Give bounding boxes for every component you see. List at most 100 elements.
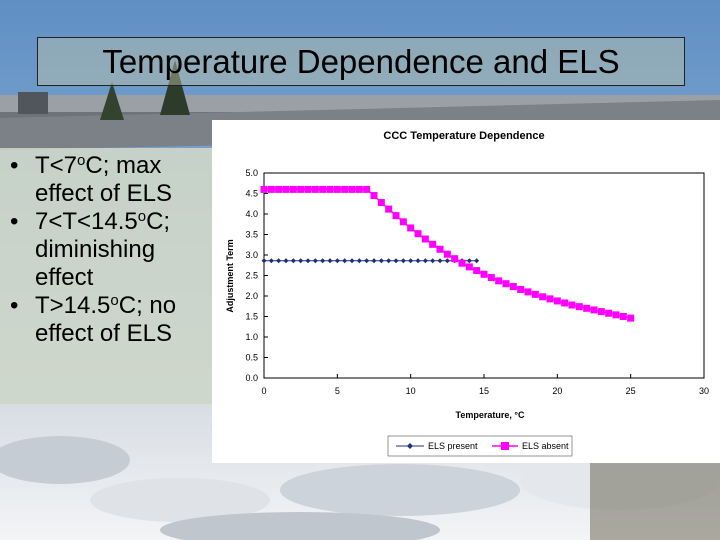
data-point [422, 258, 428, 264]
data-point [487, 274, 495, 282]
data-point [539, 293, 547, 301]
series-layer [260, 185, 635, 322]
temperature-chart: CCC Temperature Dependence 0.0 0.5 1.0 1.5 2… [225, 130, 709, 457]
data-point [356, 258, 362, 264]
legend-label: ELS absent [522, 441, 569, 451]
data-point [400, 258, 406, 264]
data-point [437, 258, 443, 264]
data-point [385, 205, 393, 213]
series-els-present [261, 258, 480, 264]
data-point [414, 230, 422, 238]
data-point [289, 185, 297, 193]
chart-panel: CCC Temperature Dependence 0.0 0.5 1.0 1.5 2… [212, 120, 720, 463]
data-point [502, 280, 510, 288]
y-tick-label: 1.5 [245, 312, 258, 322]
data-point [260, 185, 268, 193]
data-point [430, 258, 436, 264]
data-point [349, 258, 355, 264]
data-point [509, 283, 517, 291]
legend-box [387, 435, 573, 457]
data-point [458, 259, 466, 267]
data-point [326, 185, 334, 193]
data-point [444, 258, 450, 264]
data-point [364, 258, 370, 264]
data-point [443, 250, 451, 258]
data-point [327, 258, 333, 264]
data-point [466, 258, 472, 264]
bullet-item: T<7oC; max effect of ELS [10, 152, 212, 208]
data-point [473, 267, 481, 275]
data-point [370, 192, 378, 200]
data-point [282, 185, 290, 193]
data-point [276, 258, 282, 264]
series-els-absent [260, 185, 635, 322]
data-point [319, 185, 327, 193]
data-point [267, 185, 275, 193]
data-point [517, 285, 525, 293]
legend-label: ELS present [428, 441, 478, 451]
data-point [305, 258, 311, 264]
x-tick-label: 0 [261, 386, 266, 396]
data-point [363, 185, 371, 193]
y-axis-ticks: 0.0 0.5 1.0 1.5 2.0 2.5 3.0 3.5 4.0 4.5 5.0 [245, 168, 268, 383]
y-tick-label: 3.5 [245, 230, 258, 240]
y-tick-label: 0.0 [245, 373, 258, 383]
data-point [298, 258, 304, 264]
data-point [342, 258, 348, 264]
data-point [408, 258, 414, 264]
x-axis-ticks: 0 5 10 15 20 25 30 [261, 374, 709, 396]
bullet-list: T<7oC; max effect of ELS 7<T<14.5oC; dim… [10, 152, 212, 348]
data-point [341, 185, 349, 193]
data-point [436, 245, 444, 253]
data-point [480, 270, 488, 278]
data-point [304, 185, 312, 193]
legend-marker-els-absent [501, 442, 509, 450]
data-point [311, 185, 319, 193]
data-point [320, 258, 326, 264]
data-point [378, 258, 384, 264]
data-point [312, 258, 318, 264]
data-point [407, 224, 415, 232]
data-point [392, 212, 400, 220]
y-tick-label: 0.5 [245, 353, 258, 363]
bullet-item: 7<T<14.5oC; diminishing effect [10, 208, 212, 292]
data-point [386, 258, 392, 264]
bullet-list-panel: T<7oC; max effect of ELS 7<T<14.5oC; dim… [0, 148, 212, 404]
x-tick-label: 5 [335, 386, 340, 396]
data-point [268, 258, 274, 264]
data-point [612, 311, 620, 319]
data-point [561, 299, 569, 307]
data-point [261, 258, 267, 264]
data-point [451, 255, 459, 263]
y-tick-label: 2.5 [245, 271, 258, 281]
data-point [627, 314, 635, 322]
bullet-item: T>14.5oC; no effect of ELS [10, 292, 212, 348]
x-tick-label: 30 [699, 386, 709, 396]
data-point [590, 306, 598, 314]
data-point [283, 258, 289, 264]
data-point [568, 301, 576, 309]
y-tick-label: 3.0 [245, 250, 258, 260]
data-point [275, 185, 283, 193]
data-point [474, 258, 480, 264]
data-point [465, 263, 473, 271]
chart-title: CCC Temperature Dependence [383, 130, 544, 142]
y-tick-label: 4.0 [245, 209, 258, 219]
data-point [597, 308, 605, 316]
data-point [348, 185, 356, 193]
data-point [334, 258, 340, 264]
data-point [575, 303, 583, 311]
y-tick-label: 5.0 [245, 168, 258, 178]
data-point [399, 218, 407, 226]
data-point [371, 258, 377, 264]
x-tick-label: 10 [406, 386, 416, 396]
data-point [421, 235, 429, 243]
y-tick-label: 2.0 [245, 291, 258, 301]
x-tick-label: 20 [552, 386, 562, 396]
x-axis-label: Temperature, °C [456, 410, 525, 420]
data-point [377, 199, 385, 207]
x-tick-label: 15 [479, 386, 489, 396]
data-point [429, 240, 437, 248]
data-point [355, 185, 363, 193]
legend-marker-els-present [407, 443, 413, 449]
